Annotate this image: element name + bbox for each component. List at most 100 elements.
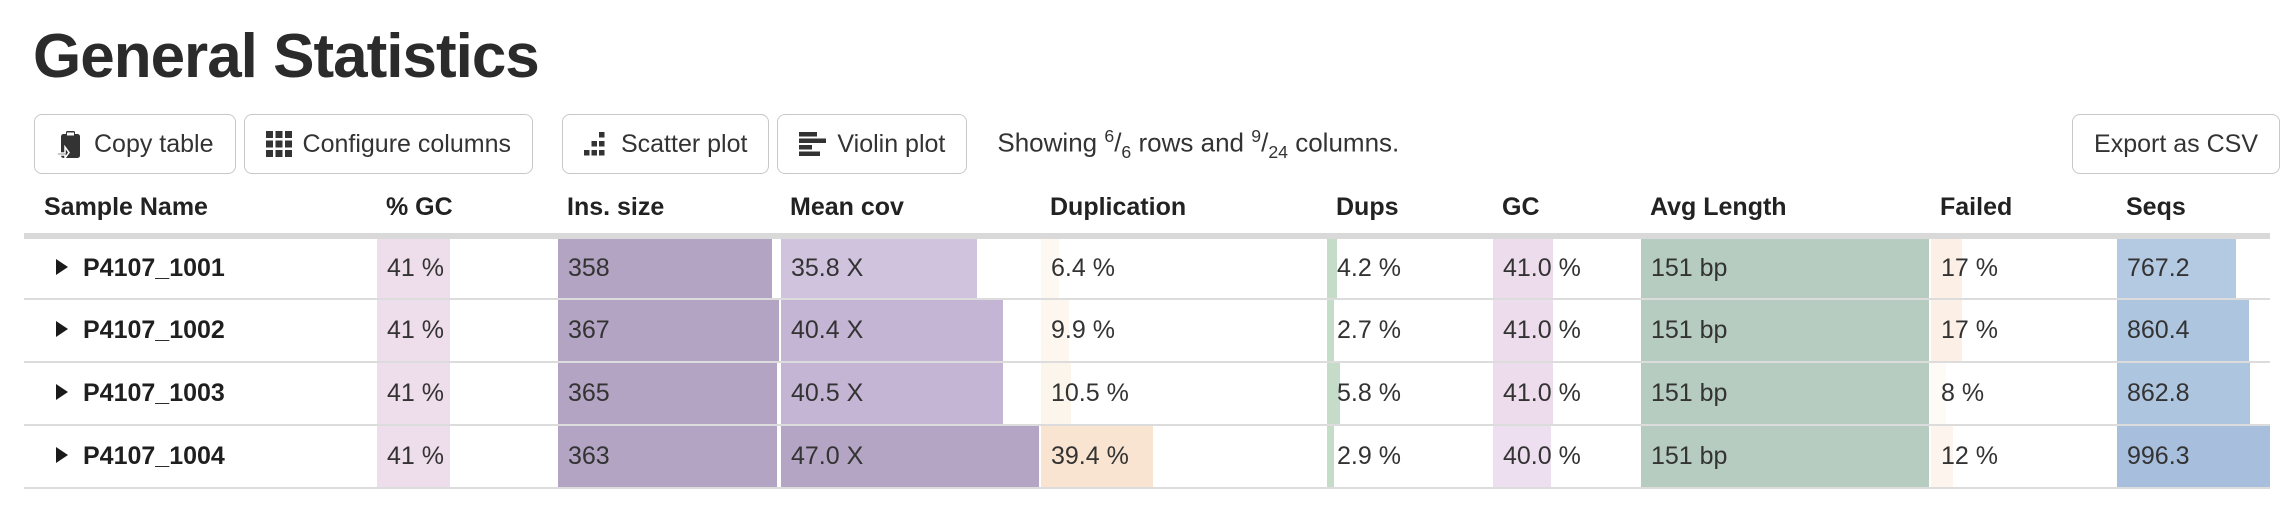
value-bar <box>559 426 777 487</box>
cell-mean-cov: 47.0 X <box>779 425 1040 490</box>
cell-value: 10.5 % <box>1051 379 1129 408</box>
value-bar <box>1642 426 1929 487</box>
value-bar <box>559 239 773 298</box>
sample-name-cell[interactable]: P4107_1001 <box>24 236 376 301</box>
violin-plot-label: Violin plot <box>837 129 946 158</box>
cols-total: 24 <box>1268 141 1288 162</box>
copy-table-button[interactable]: Copy table <box>34 114 236 175</box>
expand-row-icon[interactable] <box>56 259 68 276</box>
cell-value: 365 <box>568 379 610 408</box>
cell-value: 41.0 % <box>1503 316 1581 345</box>
rows-shown: 6 <box>1104 125 1115 146</box>
value-bar <box>1494 426 1552 487</box>
cell-mean-cov: 35.8 X <box>779 236 1040 301</box>
cell-mean-cov: 40.4 X <box>779 299 1040 364</box>
general-statistics-section: General Statistics Copy table <box>0 24 2288 490</box>
cell-value: 41 % <box>387 379 444 408</box>
cell-value: 151 bp <box>1651 379 1728 408</box>
value-bar <box>1642 239 1929 298</box>
sample-name-cell[interactable]: P4107_1002 <box>24 299 376 364</box>
column-header-ins-size[interactable]: Ins. size <box>557 187 780 240</box>
value-bar <box>1642 300 1929 361</box>
cell-ins-size: 358 <box>556 236 780 301</box>
column-header-pct-gc[interactable]: % GC <box>376 187 557 240</box>
cell-value: 17 % <box>1941 254 1998 283</box>
value-bar <box>1932 239 1963 298</box>
cell-value: 358 <box>568 254 610 283</box>
cell-dups: 2.9 % <box>1325 425 1492 490</box>
value-bar <box>1042 363 1071 424</box>
cell-value: 151 bp <box>1651 254 1728 283</box>
export-csv-button[interactable]: Export as CSV <box>2072 114 2280 175</box>
cell-pct-gc: 41 % <box>375 425 557 490</box>
cell-failed: 17 % <box>1929 299 2116 364</box>
column-header-mean-cov[interactable]: Mean cov <box>780 187 1040 240</box>
violin-plot-icon <box>799 131 827 157</box>
value-bar <box>2118 426 2270 487</box>
cell-value: 767.2 <box>2127 254 2190 283</box>
expand-row-icon[interactable] <box>56 384 68 401</box>
showing-suffix: columns. <box>1295 127 1400 158</box>
cell-ins-size: 367 <box>556 299 780 364</box>
cell-value: 35.8 X <box>791 254 864 283</box>
scatter-plot-label: Scatter plot <box>620 129 748 158</box>
expand-row-icon[interactable] <box>56 321 68 338</box>
expand-row-icon[interactable] <box>56 447 68 464</box>
cell-value: 41 % <box>387 254 444 283</box>
configure-columns-button[interactable]: Configure columns <box>243 114 533 175</box>
cell-value: 4.2 % <box>1337 254 1401 283</box>
grid-icon <box>265 131 292 158</box>
column-header-dups[interactable]: Dups <box>1326 187 1492 240</box>
cell-value: 5.8 % <box>1337 379 1401 408</box>
cell-value: 47.0 X <box>791 442 864 471</box>
value-bar <box>782 363 1003 424</box>
cell-duplication: 10.5 % <box>1039 362 1326 427</box>
table-row: P4107_1001 41 % 358 35.8 X 6.4 % 4.2 % 41.0 % 1… <box>24 236 2270 301</box>
value-bar <box>782 239 978 298</box>
cell-duplication: 6.4 % <box>1039 236 1326 301</box>
value-bar <box>378 239 451 298</box>
sample-name-cell[interactable]: P4107_1004 <box>24 425 376 490</box>
value-bar <box>1642 363 1929 424</box>
cell-value: 860.4 <box>2127 316 2190 345</box>
cell-value: 41.0 % <box>1503 379 1581 408</box>
violin-plot-button[interactable]: Violin plot <box>777 114 968 175</box>
value-bar <box>1494 300 1553 361</box>
table-row: P4107_1004 41 % 363 47.0 X 39.4 % 2.9 % 40.0 %… <box>24 425 2270 490</box>
cell-dups: 4.2 % <box>1325 236 1492 301</box>
value-bar <box>378 363 451 424</box>
cell-dups: 2.7 % <box>1325 299 1492 364</box>
value-bar <box>1328 426 1335 487</box>
column-header-sample-name[interactable]: Sample Name <box>24 187 376 240</box>
cell-duplication: 9.9 % <box>1039 299 1326 364</box>
column-header-seqs[interactable]: Seqs <box>2116 187 2270 240</box>
cell-value: 151 bp <box>1651 316 1728 345</box>
column-header-avg-length[interactable]: Avg Length <box>1640 187 1930 240</box>
showing-summary: Showing 6/6 rows and 9/24 columns. <box>997 125 1400 162</box>
cell-failed: 12 % <box>1929 425 2116 490</box>
export-csv-label: Export as CSV <box>2094 129 2258 158</box>
column-header-duplication[interactable]: Duplication <box>1040 187 1326 240</box>
value-bar <box>1932 300 1963 361</box>
column-header-gc[interactable]: GC <box>1492 187 1640 240</box>
scatter-plot-button[interactable]: Scatter plot <box>561 114 770 175</box>
cell-gc: 41.0 % <box>1491 299 1640 364</box>
cell-ins-size: 363 <box>556 425 780 490</box>
sample-name-cell[interactable]: P4107_1003 <box>24 362 376 427</box>
general-statistics-table: Sample Name% GC Ins. size Mean cov Duplicat… <box>24 187 2270 490</box>
cell-avg-length: 151 bp <box>1639 236 1930 301</box>
cell-seqs: 767.2 <box>2115 236 2270 301</box>
value-bar <box>1328 239 1337 298</box>
sample-name: P4107_1002 <box>83 316 225 345</box>
value-bar <box>559 300 779 361</box>
clipboard-icon <box>56 130 83 159</box>
column-header-failed[interactable]: Failed <box>1930 187 2116 240</box>
cell-value: 12 % <box>1941 442 1998 471</box>
cell-value: 41 % <box>387 316 444 345</box>
cell-avg-length: 151 bp <box>1639 362 1930 427</box>
configure-columns-label: Configure columns <box>302 129 511 158</box>
value-bar <box>1042 426 1153 487</box>
value-bar <box>782 300 1003 361</box>
cell-value: 39.4 % <box>1051 442 1129 471</box>
showing-mid: rows and <box>1138 127 1245 158</box>
